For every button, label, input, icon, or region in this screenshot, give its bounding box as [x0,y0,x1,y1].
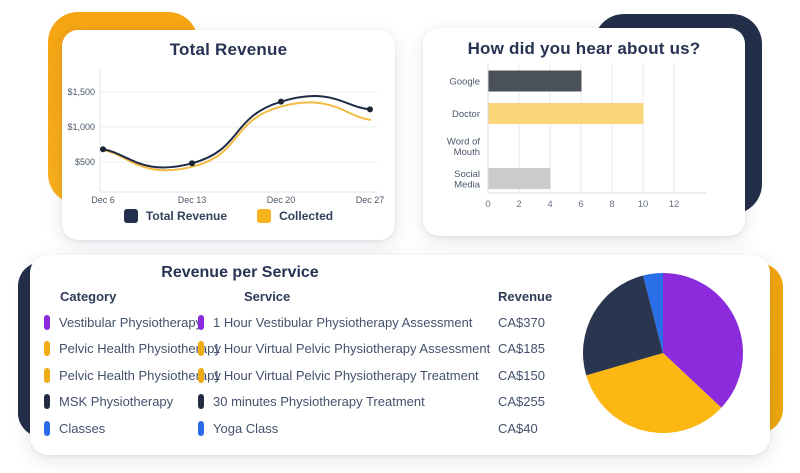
service-color-marker [198,394,204,410]
total-revenue-title: Total Revenue [169,40,288,59]
column-header-service: Service [244,288,291,304]
svg-text:6: 6 [578,199,583,210]
svg-text:Media: Media [454,180,481,191]
table-row: MSK Physiotherapy 30 minutes Physiothera… [30,389,575,416]
table-body: Vestibular Physiotherapy 1 Hour Vestibul… [30,309,575,442]
service-name: 1 Hour Virtual Pelvic Physiotherapy Asse… [213,341,491,357]
svg-text:Social: Social [454,169,480,180]
category-color-marker [44,367,50,383]
svg-text:8: 8 [609,199,614,210]
table-row: Pelvic Health Physiotherapy 1 Hour Virtu… [30,362,575,389]
service-color-marker [198,341,204,357]
svg-text:Dec 6: Dec 6 [91,195,115,205]
revenue-value: CA$40 [498,420,538,436]
category-name: Vestibular Physiotherapy [59,314,203,330]
svg-text:10: 10 [638,199,649,210]
svg-text:$500: $500 [75,157,95,167]
column-header-category: Category [60,288,117,304]
svg-text:Dec 27: Dec 27 [356,195,385,205]
svg-text:Dec 20: Dec 20 [267,195,296,205]
total-revenue-line-chart[interactable]: $500 $1,000 $1,500 Dec 6 Dec 13 Dec 20 Dec 27 [62,60,395,208]
total-revenue-legend-label: Total Revenue [145,209,228,223]
table-row: Pelvic Health Physiotherapy 1 Hour Virtu… [30,336,575,363]
svg-text:0: 0 [485,199,490,210]
service-name: 30 minutes Physiotherapy Treatment [213,394,425,410]
category-name: MSK Physiotherapy [59,394,174,410]
table-row: Classes Yoga Class CA$40 [30,415,575,442]
category-color-marker [44,420,50,436]
table-header-row: Category Service Revenue [30,285,575,307]
legend-item-collected[interactable]: Collected [257,209,333,223]
category-name: Pelvic Health Physiotherapy [59,341,221,357]
revenue-per-service-pie-chart[interactable] [580,270,746,436]
service-name: Yoga Class [213,420,279,436]
revenue-value: CA$185 [498,341,545,357]
category-name: Classes [59,420,106,436]
svg-text:Mouth: Mouth [454,147,480,158]
revenue-value: CA$370 [498,314,545,330]
service-color-marker [198,367,204,383]
total-revenue-legend-swatch [123,209,138,223]
svg-text:Google: Google [449,77,480,88]
svg-text:12: 12 [669,199,680,210]
category-name: Pelvic Health Physiotherapy [59,367,221,383]
svg-text:2: 2 [516,199,521,210]
collected-legend-swatch [257,209,272,223]
category-color-marker [44,341,50,357]
hear-about-us-title: How did you hear about us? [467,39,701,58]
category-color-marker [44,314,50,330]
service-color-marker [198,420,204,436]
svg-text:Dec 13: Dec 13 [178,195,207,205]
collected-legend-label: Collected [279,209,334,223]
column-header-revenue: Revenue [498,288,553,304]
svg-text:Doctor: Doctor [452,109,480,120]
svg-text:$1,000: $1,000 [67,122,95,132]
service-name: 1 Hour Vestibular Physiotherapy Assessme… [213,314,473,330]
revenue-value: CA$255 [498,394,545,410]
revenue-table: Category Service Revenue Vestibular Phys… [30,285,575,442]
svg-text:Word of: Word of [447,137,480,148]
svg-text:4: 4 [547,199,552,210]
revenue-per-service-card: Revenue per Service Category Service Rev… [30,255,770,455]
category-color-marker [44,394,50,410]
service-color-marker [198,314,204,330]
hear-about-us-card: How did you hear about us? 0 2 4 6 8 10 12 Goog… [423,28,745,236]
table-row: Vestibular Physiotherapy 1 Hour Vestibul… [30,309,575,336]
revenue-per-service-title: Revenue per Service [161,264,319,281]
legend-item-total-revenue[interactable]: Total Revenue [123,209,228,223]
revenue-value: CA$150 [498,367,545,383]
svg-text:$1,500: $1,500 [67,87,95,97]
total-revenue-card: Total Revenue $500 $1,000 $1,500 Dec 6 Dec 1… [62,30,395,240]
line-chart-legend: Total Revenue Collected [62,209,395,223]
service-name: 1 Hour Virtual Pelvic Physiotherapy Trea… [213,367,479,383]
